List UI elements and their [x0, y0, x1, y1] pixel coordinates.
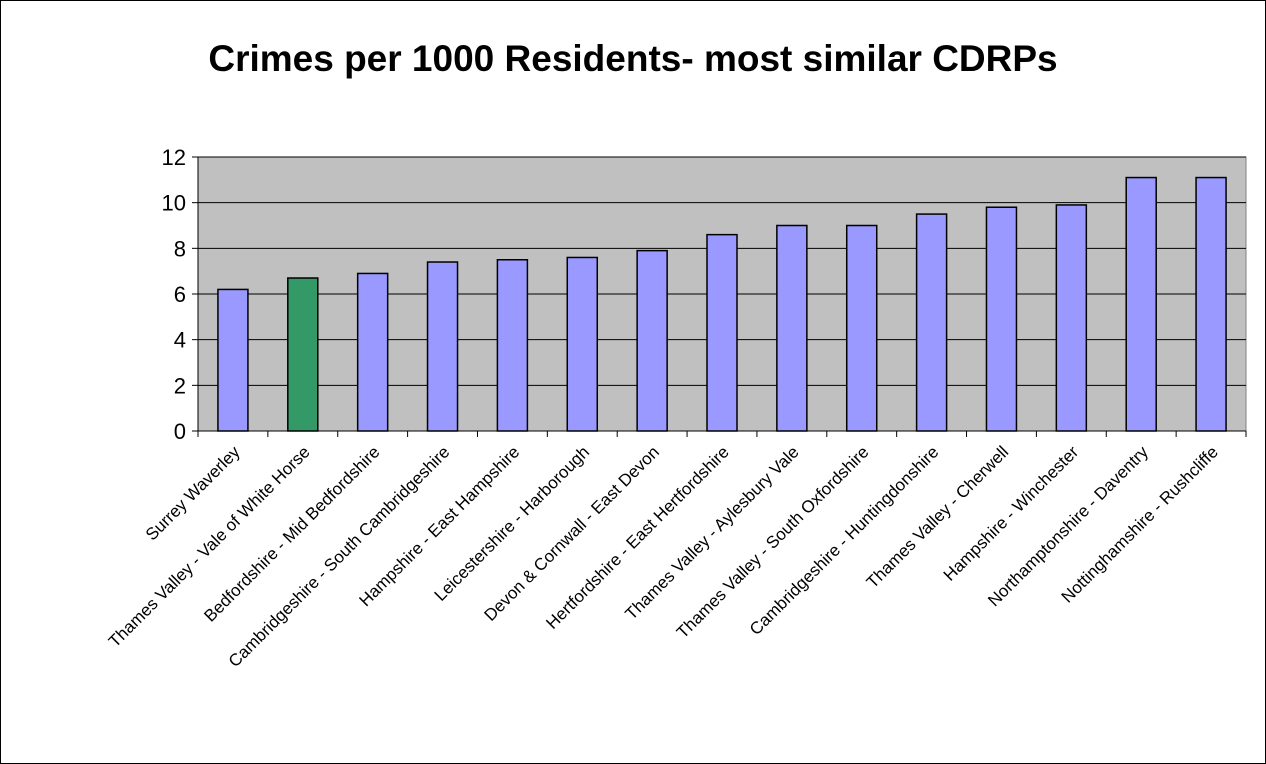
bar: [845, 224, 878, 432]
bar: [217, 288, 249, 432]
category-label: Thames Valley - Cherwell: [863, 442, 1012, 591]
bar: [1055, 204, 1088, 432]
bar: [356, 272, 389, 432]
y-tick-label: 4: [174, 328, 186, 353]
bar: [636, 249, 668, 432]
bar: [915, 213, 948, 432]
bar: [566, 256, 599, 432]
y-tick-label: 10: [162, 191, 186, 216]
y-tick-label: 12: [162, 145, 186, 170]
bar: [706, 233, 738, 432]
bar: [496, 259, 529, 432]
category-label: Hampshire - Winchester: [940, 442, 1083, 585]
y-tick-label: 2: [174, 373, 186, 398]
bar: [776, 224, 808, 432]
bar: [985, 206, 1018, 432]
y-tick-label: 6: [174, 282, 186, 307]
bar: [1125, 176, 1157, 432]
bar: [426, 261, 459, 432]
bar: [287, 277, 319, 432]
bar: [1195, 176, 1227, 432]
y-tick-label: 8: [174, 236, 186, 261]
y-tick-label: 0: [174, 419, 186, 444]
chart-title: Crimes per 1000 Residents- most similar …: [208, 38, 1058, 79]
